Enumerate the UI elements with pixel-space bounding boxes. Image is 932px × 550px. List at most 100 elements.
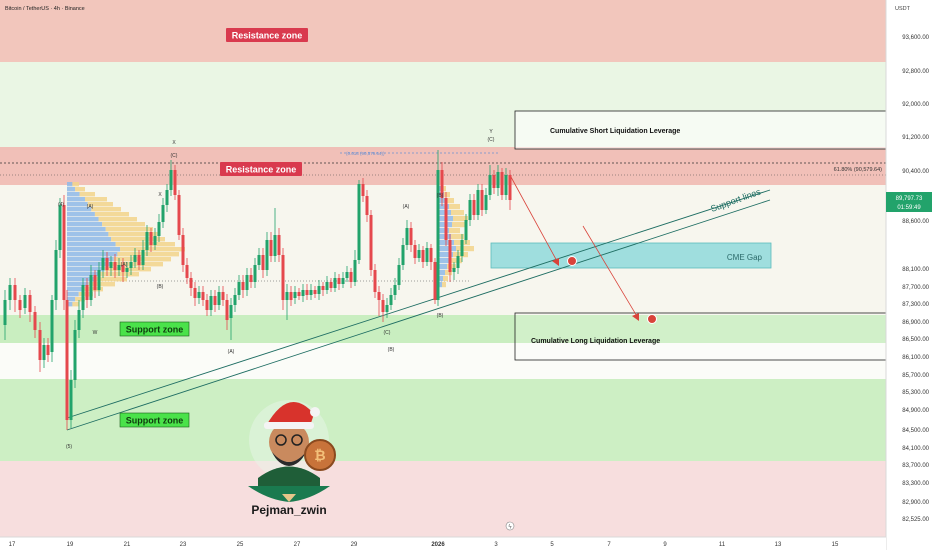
price-tick-label: 84,900.00: [902, 408, 929, 414]
price-axis[interactable]: [886, 0, 932, 550]
volume-bar-buy: [438, 258, 450, 264]
long-liquidation-box: [514, 312, 887, 361]
candle-down: [373, 270, 377, 292]
candle-up: [42, 345, 46, 360]
bitcoin-coin-icon: [304, 439, 336, 471]
volume-bar-sell: [83, 287, 103, 292]
volume-bar-buy: [67, 267, 105, 272]
candle-down: [508, 175, 512, 200]
price-tick-label: 90,400.00: [902, 169, 929, 175]
time-tick-label: 2026: [431, 542, 445, 548]
candle-down: [105, 258, 109, 270]
candle-up: [496, 172, 500, 188]
price-tick-label: 92,800.00: [902, 69, 929, 75]
wave-label: (C): [384, 330, 391, 336]
support-label-lower: Support zone: [126, 416, 184, 426]
volume-bar-buy: [67, 227, 106, 232]
price-tick-label: 92,000.00: [902, 102, 929, 108]
volume-bar-buy: [67, 232, 109, 237]
volume-bar-buy: [67, 197, 85, 202]
volume-bar-buy: [438, 186, 442, 192]
time-tick-label: 29: [351, 542, 358, 548]
price-tick-label: 87,300.00: [902, 302, 929, 308]
volume-bar-sell: [108, 232, 159, 237]
candle-up: [452, 268, 456, 272]
candle-down: [193, 288, 197, 298]
candle-down: [38, 330, 42, 360]
resistance-label-mid: Resistance zone: [226, 165, 297, 175]
candle-up: [301, 290, 305, 296]
candle-up: [341, 278, 345, 284]
volume-bar-buy: [67, 212, 95, 217]
time-tick-label: 25: [237, 542, 244, 548]
volume-bar-buy: [67, 277, 94, 282]
forecast-arrowhead-1: [552, 258, 559, 266]
candle-up: [157, 222, 161, 236]
volume-bar-sell: [72, 182, 79, 187]
candle-up: [145, 232, 149, 250]
candle-down: [185, 265, 189, 278]
candle-down: [62, 205, 66, 300]
candle-up: [464, 220, 468, 240]
candle-down: [448, 240, 452, 272]
volume-bar-sell: [75, 297, 85, 302]
glasses-left-icon: [275, 434, 287, 446]
time-tick-label: 19: [67, 542, 74, 548]
candle-up: [265, 240, 269, 270]
volume-bar-sell: [449, 228, 460, 234]
volume-bar-buy: [67, 242, 116, 247]
price-tick-label: 85,300.00: [902, 390, 929, 396]
volume-bar-buy: [67, 217, 99, 222]
candle-up: [237, 282, 241, 295]
candle-down: [305, 290, 309, 295]
lightning-icon[interactable]: [505, 521, 515, 531]
lightning-glyph: ϟ: [508, 525, 512, 531]
support-line-upper[interactable]: [66, 189, 771, 419]
candle-down: [241, 282, 245, 290]
candle-down: [173, 170, 177, 195]
volume-bar-buy: [67, 247, 121, 252]
short-liquidation-box: [514, 110, 887, 150]
fib-top-label: (0.618 (90,579.64)): [346, 151, 385, 156]
candle-up: [229, 305, 233, 318]
santa-hat-icon: [266, 401, 314, 426]
candle-down: [361, 184, 365, 196]
support-line-lower[interactable]: [66, 199, 771, 431]
time-axis[interactable]: [0, 537, 886, 550]
candle-down: [149, 232, 153, 245]
time-tick-label: 27: [294, 542, 301, 548]
wave-label: (B): [388, 347, 395, 353]
glasses-right-icon: [291, 434, 303, 446]
candle-down: [369, 215, 373, 270]
wave-label: (B): [437, 313, 444, 319]
wave-label: (B): [437, 193, 444, 199]
candle-up: [309, 290, 313, 295]
countdown: 01:59:49: [897, 205, 921, 211]
volume-bar-sell: [444, 192, 450, 198]
support-label-upper-bg: [119, 321, 190, 337]
volume-bar-buy: [438, 270, 445, 276]
volume-bar-buy: [67, 252, 118, 257]
candle-down: [429, 248, 433, 262]
price-tick-label: 83,700.00: [902, 463, 929, 469]
volume-bar-sell: [115, 242, 175, 247]
volume-bar-buy: [67, 262, 111, 267]
resistance-label-top-bg: [226, 28, 308, 42]
last-price-badge: [886, 192, 932, 212]
volume-bar-sell: [451, 234, 464, 240]
candle-up: [23, 295, 27, 308]
volume-bar-sell: [450, 258, 462, 264]
wave-label: X: [172, 140, 176, 146]
time-tick-label: 17: [9, 542, 16, 548]
candle-down: [221, 292, 225, 300]
candle-down: [65, 300, 69, 420]
candle-down: [213, 296, 217, 305]
candle-down: [281, 255, 285, 300]
candle-up: [217, 292, 221, 305]
time-tick-label: 5: [550, 542, 554, 548]
candle-down: [480, 190, 484, 210]
candle-up: [117, 265, 121, 270]
avatar-beard: [272, 452, 306, 466]
price-tick-label: 86,100.00: [902, 355, 929, 361]
